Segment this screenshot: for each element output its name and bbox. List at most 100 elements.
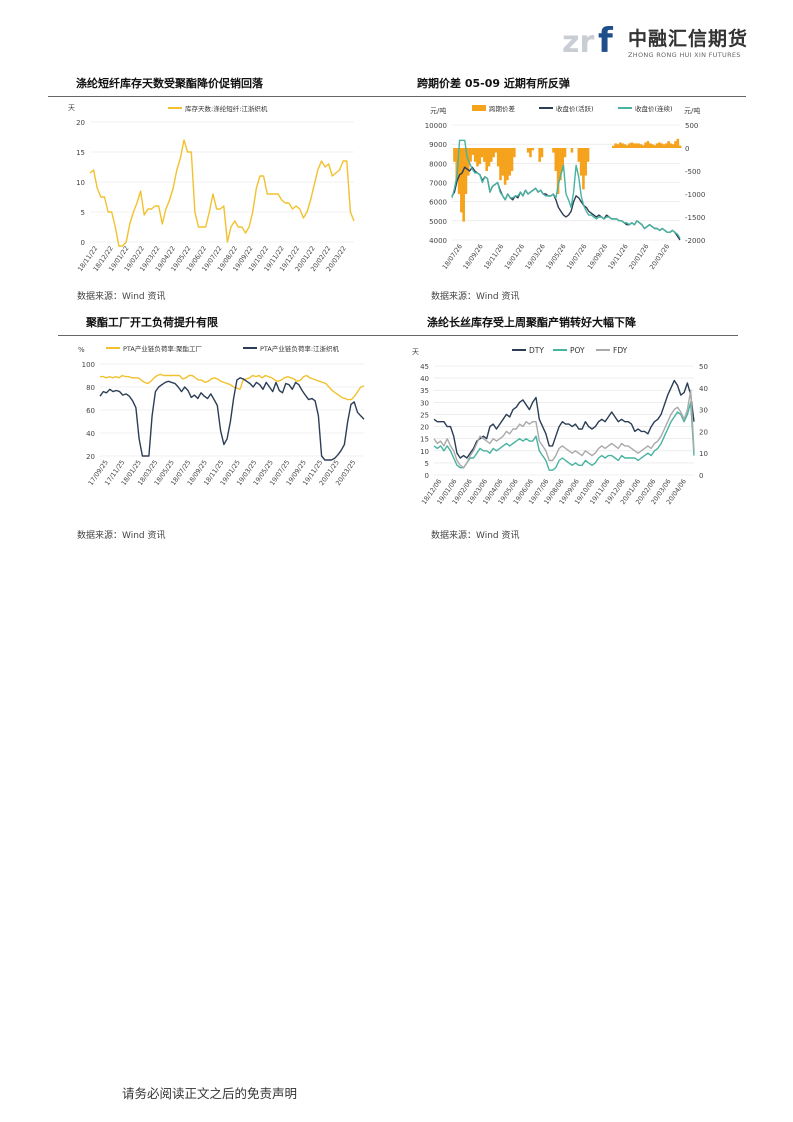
y-tick-label: 15 <box>76 149 85 157</box>
y2-tick-label: 10 <box>699 450 708 458</box>
y-tick-label: 0 <box>425 472 429 480</box>
spread-bar <box>457 148 461 194</box>
y2-tick-label: 20 <box>699 428 708 436</box>
spread-bar <box>582 148 585 190</box>
y-tick-label: 20 <box>86 453 95 461</box>
y-tick-label: 20 <box>420 424 429 432</box>
spread-bar <box>538 148 541 162</box>
spread-bar <box>632 143 636 148</box>
spread-bar <box>669 143 673 148</box>
spread-bar <box>653 145 657 148</box>
legend-entry: PTA产业链负荷率:江浙织机 <box>260 344 340 353</box>
legend-entry: FDY <box>613 346 628 355</box>
spread-bar <box>655 143 659 148</box>
spread-bar <box>556 148 560 194</box>
chart-3-container: 20 40 60 80 100% 17/09/25 17/11/25 18/01/25 18/0… <box>70 342 375 522</box>
legend-entry: POY <box>570 346 585 355</box>
y-tick-label: 30 <box>420 399 429 407</box>
svg-text:zr: zr <box>562 25 594 60</box>
y-tick-label: 0 <box>81 239 85 247</box>
spread-bar <box>455 148 459 181</box>
spread-bar <box>513 148 516 158</box>
legend-entry: PTA产业链负荷率:聚酯工厂 <box>123 344 203 353</box>
spread-bar <box>616 144 620 148</box>
series-line-1 <box>100 373 365 401</box>
y2-tick-label: -1500 <box>685 214 705 222</box>
y-tick-label: 10000 <box>425 122 447 130</box>
spread-bar <box>510 148 514 171</box>
chart-1-container: 0 5 10 15 20 天 18/11/22 18/12/22 19/01/22 19/02/2… <box>58 100 363 280</box>
section-title-2: 跨期价差 05-09 近期有所反弹 <box>417 77 570 90</box>
spread-bar <box>508 148 512 176</box>
spread-bar <box>478 148 482 165</box>
svg-text:f: f <box>598 21 614 60</box>
x-tick-label: 20/03/26 <box>648 243 671 272</box>
y-tick-label: 9000 <box>429 141 447 149</box>
y2-tick-label: 0 <box>699 472 703 480</box>
footer-disclaimer: 请务必阅读正文之后的免责声明 <box>122 1086 298 1101</box>
spread-bar <box>625 145 629 148</box>
y-tick-label: 7000 <box>429 180 447 188</box>
spread-bar <box>671 144 675 148</box>
spread-bar <box>552 148 555 153</box>
y2-unit-label: 元/吨 <box>684 106 700 115</box>
spread-bar <box>483 148 486 162</box>
y-tick-label: 35 <box>420 387 429 395</box>
spread-bar <box>471 148 475 155</box>
legend-entry: 收盘价(活跃) <box>556 104 594 113</box>
spread-bar <box>469 148 472 162</box>
spread-bar <box>464 148 468 194</box>
spread-bar <box>637 143 640 148</box>
spread-bar <box>570 148 574 153</box>
y-tick-label: 5 <box>425 460 429 468</box>
y-tick-label: 60 <box>86 407 95 415</box>
spread-bar <box>490 148 493 162</box>
chart-3-svg: 20406080100%17/09/2517/11/2518/01/2518/0… <box>78 344 365 487</box>
spread-bar <box>487 148 491 167</box>
y-tick-label: 45 <box>420 363 429 371</box>
spread-bar <box>628 143 631 148</box>
spread-bar <box>554 148 558 171</box>
spread-bar <box>584 148 588 176</box>
y-tick-label: 15 <box>420 436 429 444</box>
y2-tick-label: 500 <box>685 122 698 130</box>
spread-bar <box>662 144 666 148</box>
y-tick-label: 4000 <box>429 237 447 245</box>
spread-bar <box>623 144 627 148</box>
y-unit-label: % <box>78 346 85 354</box>
y-tick-label: 25 <box>420 411 429 419</box>
spread-bar <box>559 148 562 181</box>
spread-bar <box>460 148 463 213</box>
y-tick-label: 20 <box>76 119 85 127</box>
y-unit-label: 元/吨 <box>430 106 446 115</box>
source-note-4: 数据来源：Wind 资讯 <box>431 531 520 541</box>
spread-bar <box>492 148 495 158</box>
chart-2-svg: 40005000600070008000900010000-2000-1500-… <box>425 104 706 272</box>
spread-bar <box>676 138 680 148</box>
chart-4-container: 0 5 10 15 20 25 30 35 40 45 0 10 20 30 40 50 天 18/12/06 19… <box>412 342 722 522</box>
spread-bar <box>531 148 535 151</box>
spread-bar <box>577 148 581 162</box>
spread-bar <box>678 145 682 148</box>
y-tick-label: 5 <box>81 209 85 217</box>
spread-bar <box>494 148 498 153</box>
source-note-3: 数据来源：Wind 资讯 <box>77 531 166 541</box>
legend-entry: DTY <box>529 346 544 355</box>
spread-bar <box>476 148 479 167</box>
y-tick-label: 100 <box>82 361 95 369</box>
spread-bar <box>635 143 638 148</box>
y2-tick-label: -500 <box>685 168 701 176</box>
spread-bar <box>496 148 500 167</box>
y2-tick-label: -1000 <box>685 191 705 199</box>
top-divider <box>48 96 746 97</box>
company-logo: zr f 中融汇信期货 ZHONG RONG HUI XIN FUTURES <box>562 20 752 64</box>
y-tick-label: 5000 <box>429 218 447 226</box>
spread-bar <box>648 143 652 148</box>
y-tick-label: 10 <box>76 179 85 187</box>
y2-tick-label: 30 <box>699 407 708 415</box>
spread-bar <box>642 145 645 148</box>
legend-entry: 库存天数:涤纶短纤:江浙织机 <box>185 104 268 113</box>
spread-bar <box>579 148 583 176</box>
legend-swatch <box>472 105 486 111</box>
spread-bar <box>563 148 567 158</box>
